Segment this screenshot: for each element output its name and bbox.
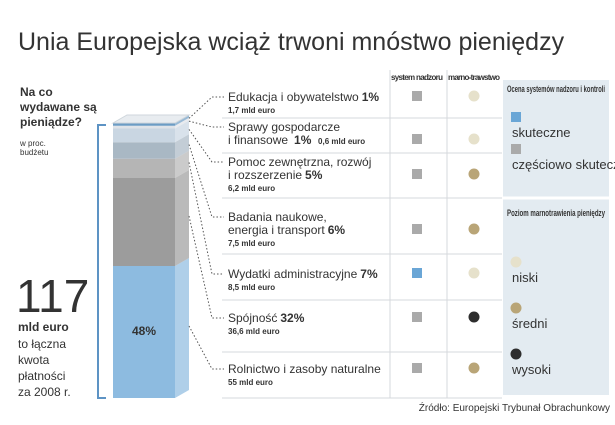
waste-marker: [468, 223, 480, 235]
item-label: Badania naukowe,: [228, 210, 327, 224]
system-marker: [412, 91, 422, 101]
legend-panel: [503, 80, 609, 395]
item-label: Sprawy gospodarcze: [228, 120, 340, 134]
legend-label: częściowo skuteczne: [512, 157, 615, 172]
amount: 36,6 mld euro: [228, 327, 280, 336]
item-label: Wydatki administracyjne: [228, 267, 358, 281]
total-note: za 2008 r.: [18, 385, 71, 399]
value-label: 48%: [132, 324, 156, 338]
connector: [188, 129, 224, 163]
legend-label: niski: [512, 270, 538, 285]
legend-swatch: [510, 348, 522, 360]
total-note: to łączna: [18, 337, 66, 351]
connector: [188, 144, 224, 218]
question: wydawane są: [19, 100, 97, 114]
unit-note: w proc.: [19, 139, 46, 148]
bracket: [97, 124, 106, 399]
legend-swatch: [510, 256, 522, 268]
waste-marker: [468, 90, 480, 102]
legend-swatch: [511, 144, 521, 154]
value-label: 1%: [294, 133, 312, 147]
system-marker: [412, 169, 422, 179]
column-header: system nadzoru: [391, 73, 443, 82]
segment-side: [175, 120, 189, 143]
connector: [188, 325, 224, 370]
segment-side: [175, 258, 189, 398]
total-note: płatności: [18, 369, 65, 383]
value-label: 5%: [305, 168, 323, 182]
item-label: Edukacja i obywatelstwo: [228, 90, 359, 104]
waste-marker: [468, 311, 480, 323]
segment: [113, 142, 175, 159]
connector: [188, 96, 224, 119]
system-marker: [412, 224, 422, 234]
waste-marker: [468, 362, 480, 374]
segment-side: [175, 115, 189, 126]
column-header: marno-trawstwo: [448, 73, 500, 82]
item-label: Spójność: [228, 311, 277, 325]
item-label: i finansowe: [228, 133, 288, 147]
value-label: 7%: [360, 267, 378, 281]
unit-note: budżetu: [20, 148, 48, 157]
amount: 6,2 mld euro: [228, 184, 275, 193]
total-note: kwota: [18, 353, 50, 367]
item-label: Rolnictwo i zasoby naturalne: [228, 362, 381, 376]
value-label: 32%: [280, 311, 304, 325]
system-marker: [412, 268, 422, 278]
segment-side: [175, 134, 189, 159]
question: pieniądze?: [20, 115, 82, 129]
waste-marker: [468, 133, 480, 145]
connector: [188, 162, 224, 275]
segment-side: [175, 170, 189, 266]
segment: [113, 125, 175, 129]
item-label: Pomoc zewnętrzna, rozwój: [228, 155, 371, 169]
amount: 1,7 mld euro: [228, 106, 275, 115]
value-label: 6%: [328, 223, 346, 237]
item-label: energia i transport: [228, 223, 325, 237]
column-cap: [111, 114, 191, 124]
value-label: 1%: [362, 90, 380, 104]
segment-side: [175, 150, 189, 178]
amount: 55 mld euro: [228, 378, 273, 387]
legend-label: średni: [512, 316, 548, 331]
legend-title: Ocena systemów nadzoru i kontroli: [507, 84, 605, 94]
waste-marker: [468, 267, 480, 279]
title: Unia Europejska wciąż trwoni mnóstwo pie…: [18, 28, 565, 56]
amount: 0,6 mld euro: [318, 137, 365, 146]
waste-marker: [468, 168, 480, 180]
system-marker: [412, 312, 422, 322]
segment: [113, 178, 175, 266]
segment: [113, 123, 175, 126]
segment: [113, 158, 175, 178]
connector: [188, 120, 224, 128]
system-marker: [412, 363, 422, 373]
segment: [113, 266, 175, 398]
legend-title: Poziom marnotrawienia pieniędzy: [507, 208, 605, 218]
total-value: 117: [16, 270, 89, 322]
question: Na co: [20, 85, 53, 99]
system-marker: [412, 134, 422, 144]
connector: [188, 215, 224, 319]
legend-swatch: [511, 112, 521, 122]
amount: 8,5 mld euro: [228, 283, 275, 292]
item-label: i rozszerzenie: [228, 168, 302, 182]
legend-label: skuteczne: [512, 125, 571, 140]
segment: [113, 128, 175, 143]
amount: 7,5 mld euro: [228, 239, 275, 248]
segment-side: [175, 117, 189, 129]
source: Źródło: Europejski Trybunał Obrachunkowy: [419, 401, 610, 414]
legend-label: wysoki: [511, 362, 551, 377]
legend-swatch: [510, 302, 522, 314]
total-unit: mld euro: [18, 320, 69, 334]
